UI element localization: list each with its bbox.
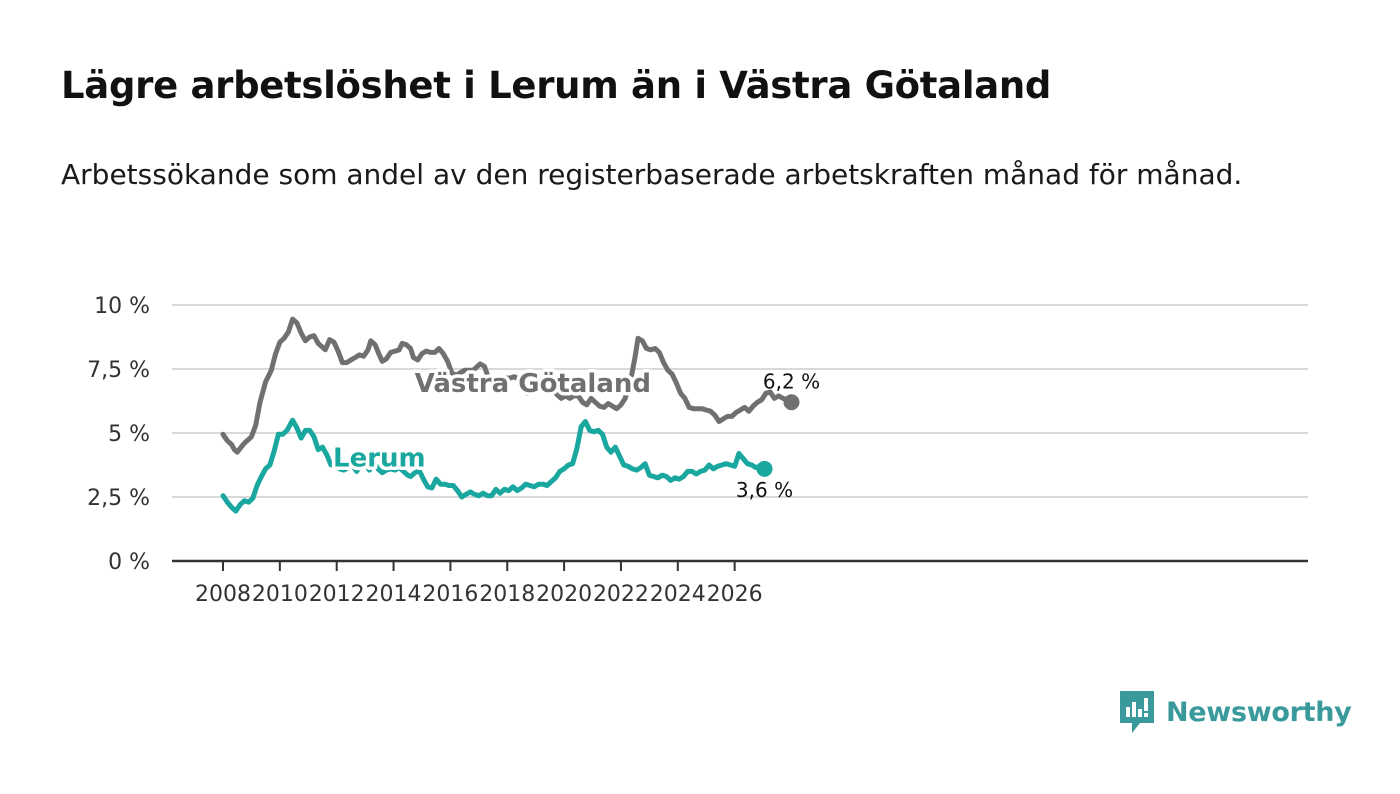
series-name-label: Lerum [333, 443, 426, 473]
series-name-label: Västra Götaland [415, 369, 651, 399]
y-axis: 0 % 2,5 % 5 % 7,5 % 10 % [87, 294, 150, 575]
x-tick-label: 2014 [366, 582, 422, 607]
x-tick-label: 2008 [195, 582, 251, 607]
x-tick-label: 2022 [593, 582, 649, 607]
series-labels: 6,2 % Västra Götaland 3,6 % Lerum [330, 366, 821, 502]
x-tick-label: 2018 [479, 582, 535, 607]
x-tick-label: 2024 [650, 582, 706, 607]
x-tick-label: 2012 [309, 582, 365, 607]
gridlines [172, 304, 1308, 498]
chart-title: Lägre arbetslöshet i Lerum än i Västra G… [61, 64, 1052, 107]
series-lines [220, 316, 800, 514]
y-tick-label: 2,5 % [87, 486, 150, 511]
series-end-point [756, 460, 773, 477]
x-axis: 2008 2010 2012 2014 2016 2018 2020 2022 2024 2026 [172, 559, 1308, 607]
x-tick-label: 2010 [252, 582, 308, 607]
series-line-västra-götaland [220, 316, 794, 455]
y-tick-label: 10 % [94, 294, 150, 319]
newsworthy-brand[interactable]: Newsworthy [1118, 688, 1352, 736]
x-tick-label: 2016 [422, 582, 478, 607]
series-end-point [783, 394, 800, 411]
y-tick-label: 5 % [108, 422, 150, 447]
newsworthy-logo-icon [1120, 691, 1154, 733]
y-tick-label: 7,5 % [87, 358, 150, 383]
y-tick-label: 0 % [108, 550, 150, 575]
series-line-lerum [220, 417, 767, 514]
series-end-label: 3,6 % [736, 478, 793, 502]
chart-subtitle: Arbetssökande som andel av den registerb… [61, 158, 1243, 191]
x-tick-label: 2020 [536, 582, 592, 607]
series-end-label: 6,2 % [763, 369, 820, 393]
x-tick-label: 2026 [707, 582, 763, 607]
brand-name: Newsworthy [1166, 696, 1352, 728]
